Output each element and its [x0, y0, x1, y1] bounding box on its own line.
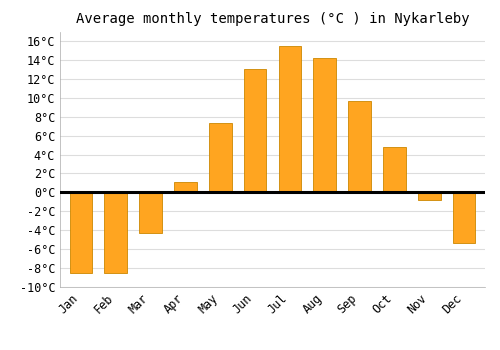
Bar [209, 123, 232, 192]
Bar [453, 193, 475, 243]
Bar [278, 46, 301, 192]
Bar [70, 193, 92, 273]
Bar [383, 147, 406, 193]
Bar [244, 69, 266, 192]
Bar [174, 182, 197, 192]
Title: Average monthly temperatures (°C ) in Nykarleby: Average monthly temperatures (°C ) in Ny… [76, 12, 469, 26]
Bar [348, 100, 371, 192]
Bar [418, 193, 440, 200]
Bar [140, 193, 162, 233]
Bar [104, 193, 127, 273]
Bar [314, 58, 336, 192]
